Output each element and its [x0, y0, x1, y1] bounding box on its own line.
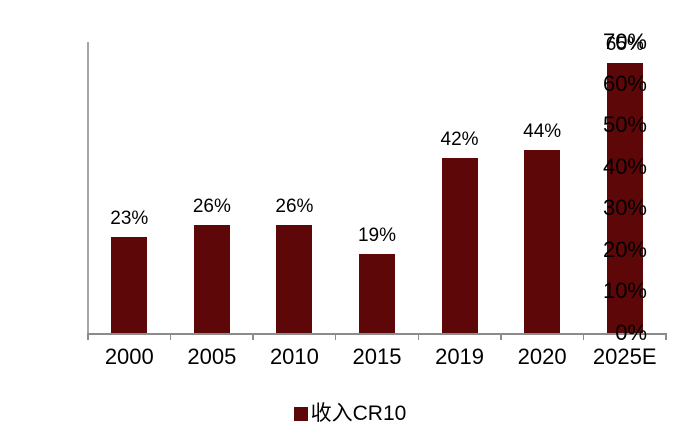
x-tick-label: 2025E [592, 344, 657, 369]
bar-value-label: 26% [275, 196, 314, 217]
y-tick-label: 60% [602, 70, 647, 96]
y-axis-line [87, 42, 89, 333]
bar-2000 [111, 237, 148, 333]
bar-value-label: 44% [523, 121, 562, 142]
legend-swatch-icon [293, 407, 308, 421]
y-tick-label: 0% [615, 320, 647, 345]
legend-label: 收入CR10 [310, 402, 407, 425]
bar-2010 [276, 225, 313, 333]
x-axis-tick [169, 333, 172, 340]
y-tick-label: 20% [602, 236, 647, 262]
bar-value-label: 26% [192, 196, 231, 217]
bar-2025E [606, 63, 643, 333]
x-tick-label: 2015 [352, 344, 402, 369]
y-tick-label: 10% [602, 278, 647, 304]
x-tick-label: 2019 [435, 344, 485, 369]
y-tick-label: 70% [602, 29, 647, 54]
x-axis-tick [334, 333, 337, 340]
bar-value-label: 23% [110, 208, 149, 229]
x-axis-tick [500, 333, 502, 340]
x-axis-tick [87, 333, 89, 340]
bar-2005 [193, 225, 230, 333]
y-tick-label: 50% [602, 112, 647, 138]
bar-value-label: 65% [605, 34, 644, 55]
bar-value-label: 19% [357, 225, 397, 246]
x-axis-line [87, 333, 667, 335]
chart-legend: 收入CR10 [0, 401, 700, 427]
y-tick-label: 30% [602, 195, 647, 221]
x-tick-label: 2020 [517, 344, 567, 369]
bar-2020 [524, 150, 561, 333]
bar-2015 [359, 254, 395, 333]
x-tick-label: 2005 [187, 344, 237, 369]
bar-2019 [441, 158, 478, 333]
plot-area: 23% 2000 26% 2005 26% 2010 19% 2015 42% 2019 44% 20… [87, 30, 667, 369]
x-axis-tick [252, 333, 254, 340]
y-tick-label: 40% [602, 153, 647, 179]
bar-value-label: 42% [440, 129, 479, 150]
x-axis-tick [582, 333, 585, 340]
x-tick-label: 2010 [269, 344, 319, 369]
x-axis-tick [665, 333, 667, 340]
x-axis-tick [417, 333, 420, 340]
x-tick-label: 2000 [104, 344, 154, 369]
